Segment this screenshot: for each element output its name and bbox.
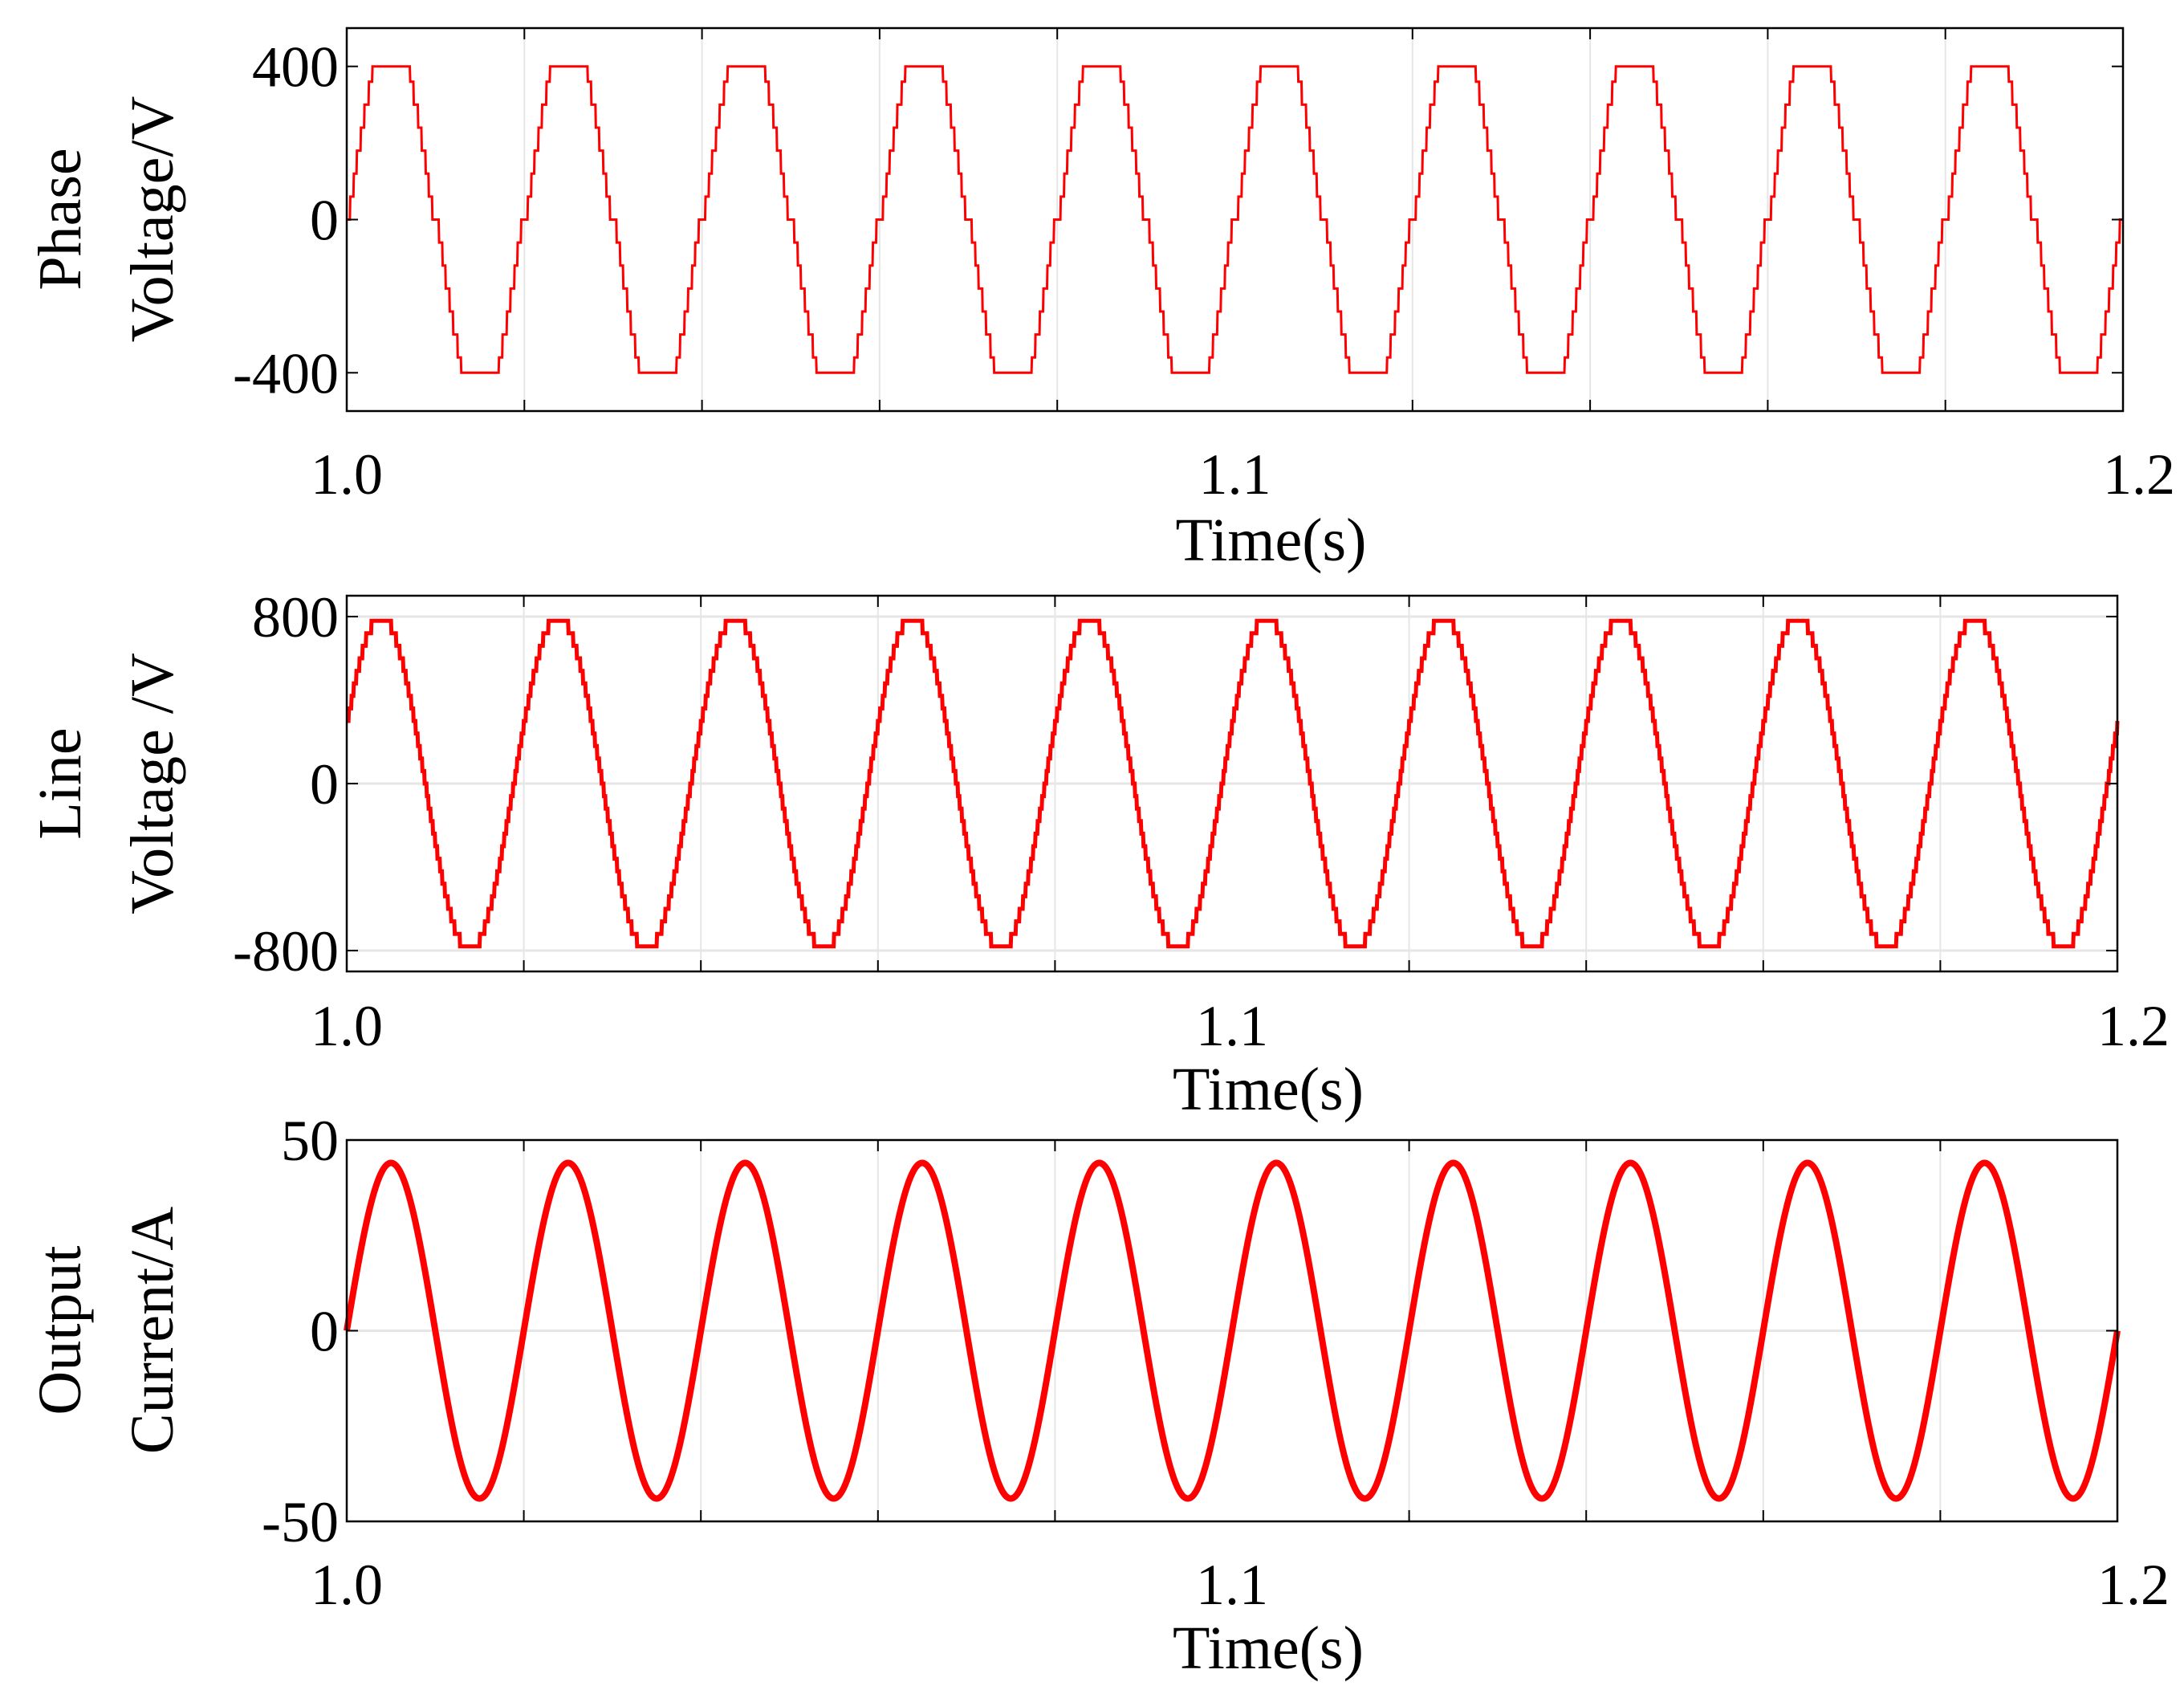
y-axis-title-line-2: Voltage/V: [119, 96, 186, 343]
y-tick-label: -400: [233, 341, 339, 405]
y-axis-title-line-2: Voltage /V: [119, 653, 186, 914]
panel-1: 400 0 -400 1.0 1.1 1.2 Time(s) Phase Voltage/V: [26, 26, 2175, 574]
y-tick-label: 800: [252, 585, 339, 650]
y-tick-label: 0: [310, 752, 339, 816]
x-tick-label: 1.0: [311, 994, 383, 1058]
y-tick-label: 400: [252, 35, 339, 100]
x-tick-label: 1.2: [2103, 442, 2175, 507]
x-tick-label: 1.1: [1199, 442, 1271, 507]
x-axis-title: Time(s): [1173, 1056, 1364, 1123]
y-tick-label: 50: [281, 1109, 339, 1173]
panel-2: 800 0 -800 1.0 1.1 1.2 Time(s) Line Voltage /V: [26, 585, 2170, 1123]
y-tick-label: 0: [310, 189, 339, 253]
series-line-phase-voltage: [347, 65, 2123, 374]
panel-3: 50 0 -501.0 1.1 1.2 Time(s) Output Current/A: [26, 1109, 2170, 1682]
y-axis-title-line-1: Output: [26, 1245, 94, 1415]
x-tick-label: 1.2: [2097, 1553, 2170, 1617]
x-tick-label: 1.1: [1196, 1553, 1268, 1617]
x-tick-label: 1.0: [311, 1553, 383, 1617]
x-tick-label: 1.0: [311, 442, 383, 507]
series-line-line-voltage: [346, 618, 2120, 949]
y-axis-title-line-1: Phase: [26, 148, 94, 290]
y-axis-title-line-2: Current/A: [119, 1207, 186, 1454]
x-axis-title: Time(s): [1176, 507, 1367, 574]
y-tick-label: 0: [310, 1300, 339, 1364]
x-tick-label: 1.1: [1196, 994, 1268, 1058]
x-tick-label: 1.2: [2097, 994, 2170, 1058]
series-line-sine: [344, 1159, 2121, 1502]
x-axis-title: Time(s): [1173, 1615, 1364, 1682]
y-tick-label: -50: [262, 1490, 339, 1554]
y-tick-label: -800: [233, 919, 339, 983]
y-axis-title-line-1: Line: [26, 727, 94, 839]
